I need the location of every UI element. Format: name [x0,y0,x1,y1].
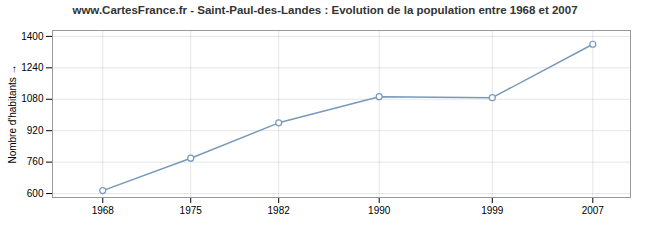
svg-text:600: 600 [27,188,44,199]
svg-text:1999: 1999 [481,205,504,216]
svg-text:1975: 1975 [180,205,203,216]
svg-text:1240: 1240 [21,62,44,73]
svg-text:760: 760 [27,156,44,167]
svg-text:1400: 1400 [21,31,44,42]
svg-text:1990: 1990 [368,205,391,216]
svg-text:Nombre d'habitants →: Nombre d'habitants → [7,64,18,163]
html-text:www.CartesFrance.fr - Saint-Pa: www.CartesFrance.fr - Saint-Paul-des-Lan… [72,4,578,16]
svg-text:920: 920 [27,125,44,136]
svg-text:1080: 1080 [21,93,44,104]
svg-text:1968: 1968 [92,205,115,216]
svg-text:2007: 2007 [582,205,605,216]
svg-text:1982: 1982 [268,205,291,216]
